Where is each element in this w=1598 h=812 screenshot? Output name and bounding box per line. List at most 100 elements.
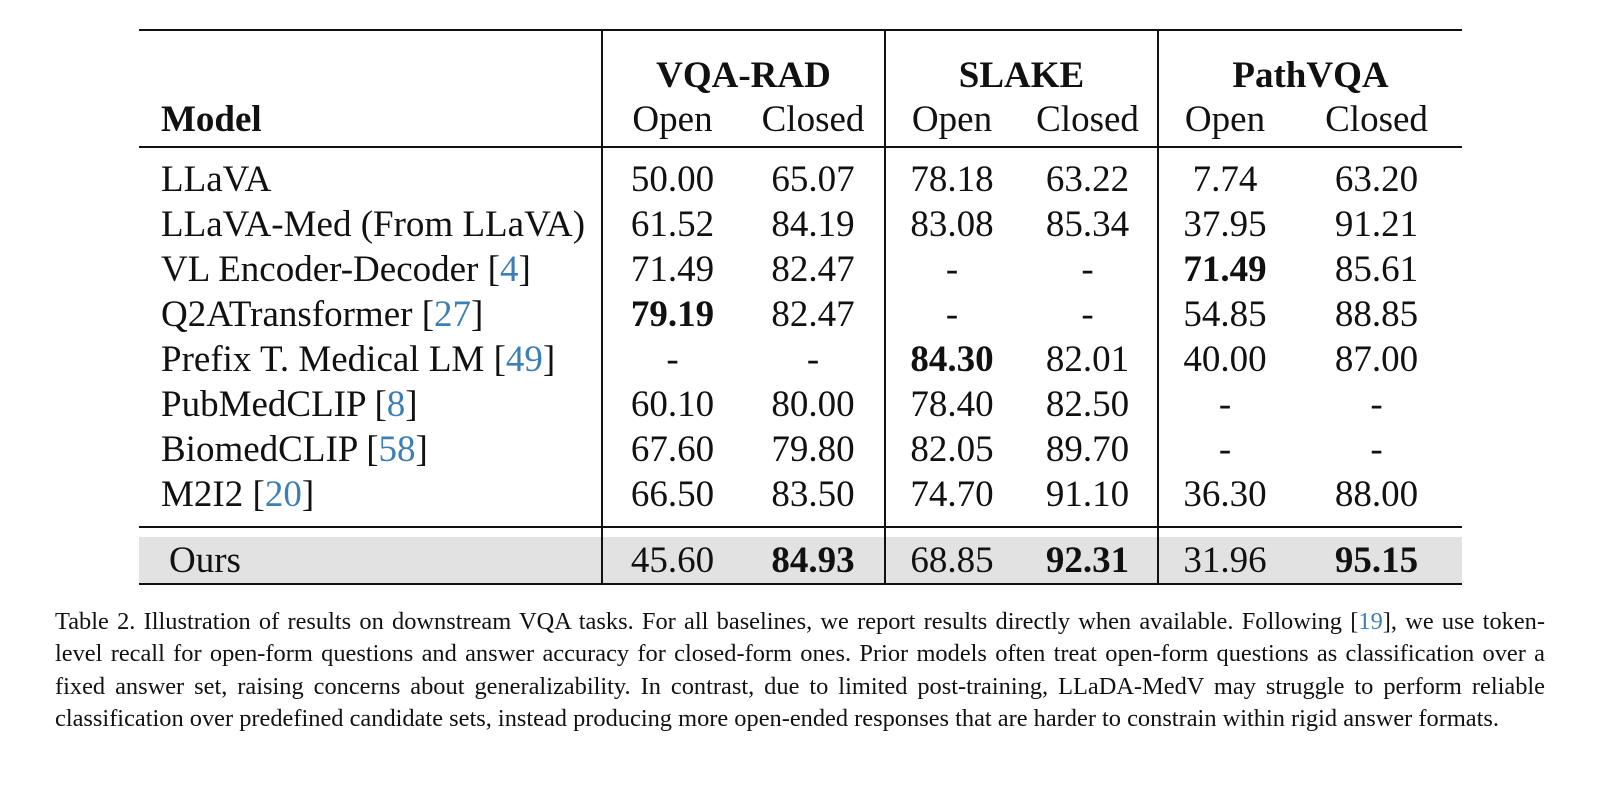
table-row: PubMedCLIP [8] 60.10 80.00 78.40 82.50- - xyxy=(139,382,1462,427)
value-cell: - xyxy=(601,337,742,382)
value-cell: 82.05 xyxy=(884,427,1018,472)
value-cell: 78.40 xyxy=(884,382,1018,427)
table-row: Q2ATransformer [27] 79.19 82.47- -54.85 88.8… xyxy=(139,292,1462,337)
citation-link[interactable]: 58 xyxy=(378,429,416,470)
value-cell: 84.19 xyxy=(771,204,855,245)
value-cell: 83.50 xyxy=(771,474,855,515)
caption-text-start: Table 2. Illustration of results on down… xyxy=(55,608,1359,635)
model-name-cell: Prefix T. Medical LM [49] xyxy=(161,339,556,380)
model-name-cell: Q2ATransformer [27] xyxy=(161,294,484,335)
value-cell: 84.93 xyxy=(742,537,885,584)
value-cell: 85.61 xyxy=(1334,249,1419,290)
model-name: LLaVA xyxy=(161,159,272,200)
model-name: LLaVA-Med (From LLaVA) xyxy=(161,204,586,245)
value-cell: 54.85 xyxy=(1157,292,1291,337)
value-cell: 66.50 xyxy=(601,472,742,517)
column-header: Open xyxy=(884,96,1018,147)
value-cell: 78.18 xyxy=(884,157,1018,202)
value-cell: 84.30 xyxy=(884,337,1018,382)
value-cell: - xyxy=(1370,429,1383,470)
value-cell: 40.00 xyxy=(1157,337,1291,382)
value-cell: - xyxy=(1081,249,1094,290)
value-cell: 88.85 xyxy=(1334,294,1419,335)
table-caption: Table 2. Illustration of results on down… xyxy=(55,606,1545,735)
value-cell: 63.22 xyxy=(1045,159,1130,200)
value-cell: - xyxy=(1157,382,1291,427)
column-header: Open xyxy=(601,96,742,147)
caption-text-end: ], we use token-level recall for open-fo… xyxy=(55,608,1545,732)
value-cell: 74.70 xyxy=(884,472,1018,517)
column-header: Closed xyxy=(1036,98,1139,140)
model-name: Prefix T. Medical LM xyxy=(161,339,485,380)
citation-link[interactable]: 4 xyxy=(499,249,519,290)
column-header: Closed xyxy=(761,98,865,140)
value-cell: - xyxy=(1157,427,1291,472)
model-column-header: Model xyxy=(161,98,262,140)
model-name: Ours xyxy=(139,537,602,584)
value-cell: 91.21 xyxy=(1334,204,1419,245)
model-name-cell: M2I2 [20] xyxy=(161,474,315,515)
model-name-cell: LLaVA-Med (From LLaVA) xyxy=(139,202,602,247)
value-cell: 88.00 xyxy=(1334,474,1419,515)
value-cell: 36.30 xyxy=(1157,472,1291,517)
value-cell: 63.20 xyxy=(1334,159,1419,200)
value-cell: 91.10 xyxy=(1045,474,1130,515)
value-cell: 60.10 xyxy=(601,382,742,427)
value-cell: - xyxy=(1370,384,1383,425)
value-cell: 50.00 xyxy=(601,157,742,202)
table-row: VL Encoder-Decoder [4] 71.49 82.47- -71.49 8… xyxy=(139,247,1462,292)
value-cell: 82.47 xyxy=(771,249,855,290)
value-cell: - xyxy=(884,292,1018,337)
value-cell: - xyxy=(884,247,1018,292)
model-name: Q2ATransformer xyxy=(161,294,413,335)
value-cell: 79.80 xyxy=(771,429,855,470)
value-cell: 92.31 xyxy=(1018,537,1158,584)
value-cell: 82.47 xyxy=(771,294,855,335)
column-header: Open xyxy=(1157,96,1291,147)
table-row: M2I2 [20] 66.50 83.50 74.70 91.10 36.30 88.00 xyxy=(139,472,1462,517)
column-header: Closed xyxy=(1325,98,1428,140)
value-cell: 89.70 xyxy=(1045,429,1130,470)
model-name-cell: VL Encoder-Decoder [4] xyxy=(161,249,531,290)
value-cell: 82.01 xyxy=(1045,339,1130,380)
group-header-pathvqa: PathVQA xyxy=(1157,31,1462,96)
table-row: BiomedCLIP [58] 67.60 79.80 82.05 89.70- - xyxy=(139,427,1462,472)
value-cell: 7.74 xyxy=(1157,157,1291,202)
value-cell: 71.49 xyxy=(1157,247,1291,292)
model-name-cell: LLaVA xyxy=(139,157,602,202)
value-cell: 65.07 xyxy=(771,159,855,200)
value-cell: 79.19 xyxy=(601,292,742,337)
value-cell: 87.00 xyxy=(1334,339,1419,380)
model-name: M2I2 xyxy=(161,474,244,515)
value-cell: 85.34 xyxy=(1045,204,1130,245)
model-name: BiomedCLIP xyxy=(161,429,357,470)
value-cell: - xyxy=(1081,294,1094,335)
header-row-groups: VQA-RAD SLAKE PathVQA xyxy=(139,31,1462,96)
model-name-cell: BiomedCLIP [58] xyxy=(161,429,428,470)
caption-citation-link[interactable]: 19 xyxy=(1358,608,1383,635)
value-cell: 80.00 xyxy=(771,384,855,425)
value-cell: 67.60 xyxy=(601,427,742,472)
table-row: LLaVA-Med (From LLaVA) 61.52 84.19 83.08 85.… xyxy=(139,202,1462,247)
value-cell: 31.96 xyxy=(1157,537,1291,584)
value-cell: 61.52 xyxy=(601,202,742,247)
table-row: LLaVA 50.00 65.07 78.18 63.22 7.74 63.20 xyxy=(139,157,1462,202)
header-row-columns: Model Open Closed Open Closed Open Close… xyxy=(139,96,1462,147)
value-cell: 71.49 xyxy=(601,247,742,292)
results-table: VQA-RAD SLAKE PathVQA Model Open Closed … xyxy=(139,29,1462,586)
model-name: VL Encoder-Decoder xyxy=(161,249,479,290)
value-cell: 82.50 xyxy=(1045,384,1130,425)
citation-link[interactable]: 49 xyxy=(505,339,543,380)
citation-link[interactable]: 27 xyxy=(434,294,472,335)
group-header-slake: SLAKE xyxy=(884,31,1158,96)
value-cell: 83.08 xyxy=(884,202,1018,247)
table-row: Prefix T. Medical LM [49] - - 84.30 82.01 40.… xyxy=(139,337,1462,382)
model-name-cell: PubMedCLIP [8] xyxy=(161,384,418,425)
citation-link[interactable]: 8 xyxy=(386,384,406,425)
value-cell: 95.15 xyxy=(1291,537,1462,584)
group-header-vqa-rad: VQA-RAD xyxy=(601,31,885,96)
value-cell: 45.60 xyxy=(601,537,742,584)
citation-link[interactable]: 20 xyxy=(264,474,302,515)
value-cell: - xyxy=(806,339,820,380)
model-name: PubMedCLIP xyxy=(161,384,366,425)
